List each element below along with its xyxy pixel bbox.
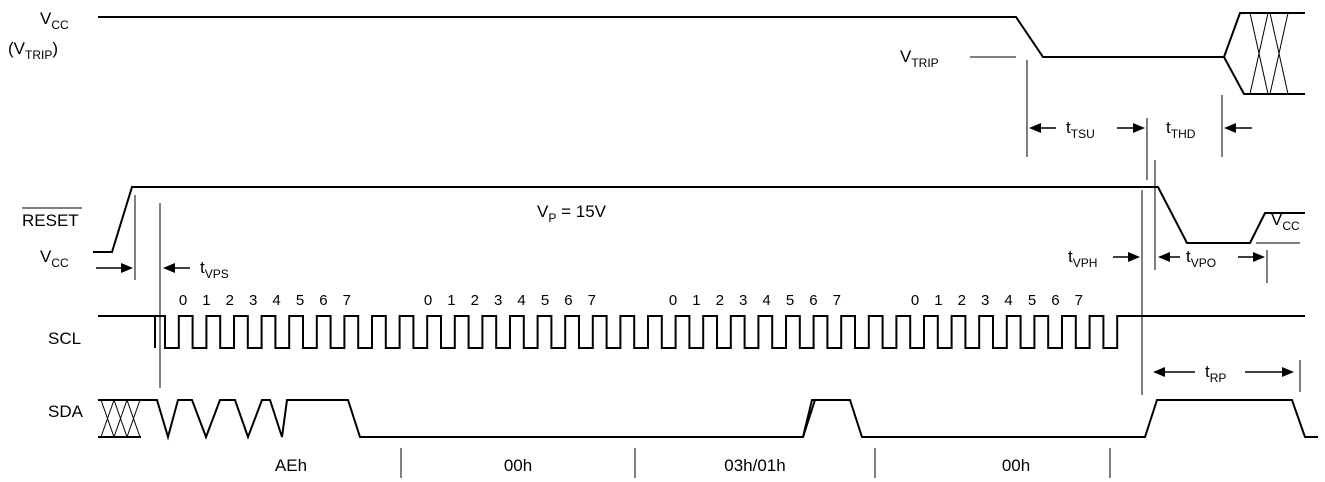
byte-label-00h: 00h (504, 456, 532, 475)
scl-bit-number: 0 (179, 292, 187, 309)
byte-label-aeh: AEh (275, 456, 307, 475)
vcc-reset-label: VCC (40, 247, 69, 270)
byte-label-00h-second: 00h (1002, 456, 1030, 475)
scl-bit-number: 5 (786, 292, 794, 309)
vph-label: tVPH (1068, 247, 1097, 270)
vtrip-paren-label: (VTRIP) (8, 39, 58, 62)
thd-label: tTHD (1166, 118, 1196, 141)
scl-bit-number: 1 (447, 292, 455, 309)
scl-bit-number: 7 (343, 292, 351, 309)
scl-bit-number: 6 (809, 292, 817, 309)
scl-bit-number: 5 (541, 292, 549, 309)
scl-bit-number: 2 (958, 292, 966, 309)
thd-arrow (1224, 123, 1252, 133)
scl-bit-number: 6 (319, 292, 327, 309)
scl-bit-number: 6 (1051, 292, 1059, 309)
scl-bit-number: 1 (692, 292, 700, 309)
vps-arrow (96, 263, 190, 273)
reset-label: RESET (22, 211, 79, 230)
scl-bit-number: 7 (1075, 292, 1083, 309)
vps-label: tVPS (200, 258, 229, 281)
scl-bit-number: 2 (716, 292, 724, 309)
sda-edge-alt (802, 399, 815, 438)
vp-level-label: VP = 15V (537, 202, 607, 225)
vph-arrow (1113, 252, 1140, 262)
vcc-waveform-upper (98, 12, 1305, 58)
tsu-label: tTSU (1066, 118, 1095, 141)
scl-bit-number: 3 (739, 292, 747, 309)
vtrip-level-label: VTRIP (900, 47, 939, 70)
scl-bit-number: 7 (833, 292, 841, 309)
reset-waveform (93, 186, 1305, 253)
scl-bit-number: 1 (202, 292, 210, 309)
sda-label: SDA (48, 402, 84, 421)
byte-label-03h-01h: 03h/01h (724, 456, 785, 475)
rp-label: tRP (1205, 362, 1226, 385)
vcc-label: VCC (40, 9, 69, 32)
scl-bit-number: 2 (471, 292, 479, 309)
vpo-arrow (1158, 252, 1265, 262)
scl-bit-number: 0 (911, 292, 919, 309)
scl-bit-number: 4 (762, 292, 770, 309)
sda-waveform (98, 399, 1318, 441)
vpo-label: tVPO (1186, 247, 1216, 270)
tsu-arrow (1029, 123, 1145, 133)
scl-bit-number: 7 (588, 292, 596, 309)
scl-bit-number: 3 (981, 292, 989, 309)
scl-bit-number: 3 (494, 292, 502, 309)
scl-bit-number: 1 (934, 292, 942, 309)
scl-label: SCL (48, 329, 81, 348)
scl-bit-number: 3 (249, 292, 257, 309)
scl-bit-number: 2 (226, 292, 234, 309)
scl-bit-number: 5 (296, 292, 304, 309)
scl-waveform (98, 315, 1305, 349)
scl-bit-number: 5 (1028, 292, 1036, 309)
scl-bit-number: 6 (564, 292, 572, 309)
vcc-right-label: VCC (1271, 210, 1300, 233)
vcc-waveform-lower (1223, 56, 1305, 95)
sda-dont-care-hatch (100, 399, 141, 438)
vcc-dont-care-hatch (1249, 12, 1289, 95)
scl-bit-number: 0 (424, 292, 432, 309)
scl-bit-number: 0 (669, 292, 677, 309)
rp-arrow (1153, 367, 1294, 377)
scl-bit-number: 4 (272, 292, 280, 309)
scl-bit-number: 4 (517, 292, 525, 309)
scl-bit-number: 4 (1004, 292, 1012, 309)
